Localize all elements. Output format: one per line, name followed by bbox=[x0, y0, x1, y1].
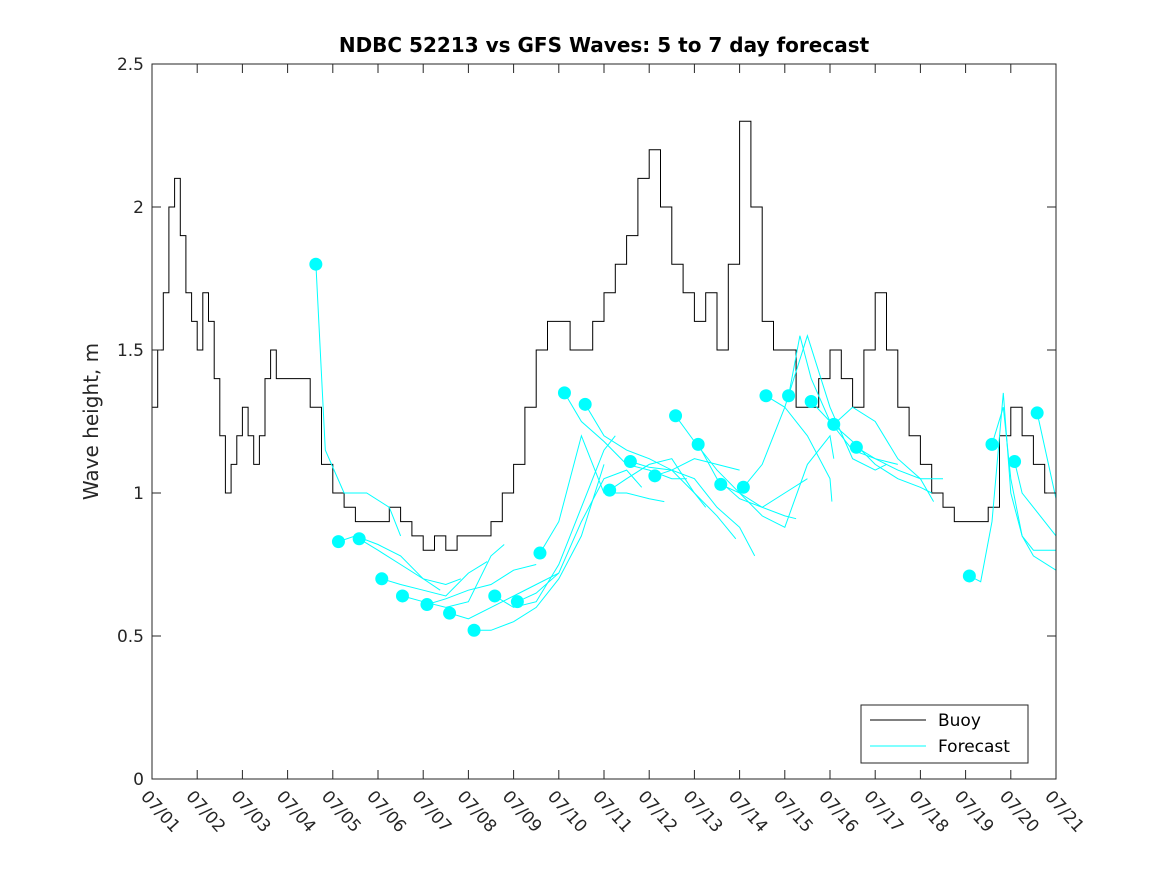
forecast-start-marker bbox=[331, 535, 345, 549]
forecast-run-line bbox=[474, 464, 605, 631]
forecast-run-line bbox=[991, 407, 1056, 571]
y-tick-label: 1 bbox=[133, 484, 144, 504]
legend: Buoy Forecast bbox=[860, 704, 1029, 764]
forecast-start-marker bbox=[395, 589, 409, 603]
forecast-start-marker bbox=[827, 417, 841, 431]
y-tick-label: 1.5 bbox=[117, 341, 144, 361]
forecast-start-marker bbox=[375, 572, 389, 586]
y-axis-label: Wave height, m bbox=[79, 343, 103, 500]
forecast-start-marker bbox=[467, 623, 481, 637]
forecast-start-marker bbox=[985, 437, 999, 451]
forecast-start-marker bbox=[1030, 406, 1044, 420]
forecast-start-marker bbox=[669, 409, 683, 423]
forecast-run-line bbox=[720, 434, 835, 529]
forecast-start-marker bbox=[488, 589, 502, 603]
forecast-run-line bbox=[856, 446, 943, 480]
y-tick-label: 2.5 bbox=[117, 55, 144, 75]
forecast-run-line bbox=[1014, 461, 1056, 537]
forecast-start-marker bbox=[804, 394, 818, 408]
forecast-run-line bbox=[402, 544, 505, 608]
forecast-run-line bbox=[630, 461, 756, 557]
forecast-start-marker bbox=[782, 389, 796, 403]
marker-layer bbox=[309, 257, 1044, 637]
forecast-run-line bbox=[358, 538, 462, 586]
forecast-start-marker bbox=[962, 569, 976, 583]
forecast-start-marker bbox=[623, 455, 637, 469]
forecast-start-marker bbox=[533, 546, 547, 560]
forecast-start-marker bbox=[603, 483, 617, 497]
forecast-run-line bbox=[654, 458, 740, 477]
chart-title: NDBC 52213 vs GFS Waves: 5 to 7 day fore… bbox=[339, 33, 870, 57]
forecast-run-line bbox=[609, 458, 737, 540]
forecast-run-line bbox=[1036, 412, 1056, 499]
forecast-run-line bbox=[697, 444, 808, 508]
y-tick-label: 0 bbox=[133, 770, 144, 790]
buoy-series-line bbox=[152, 120, 1056, 551]
forecast-run-line bbox=[833, 406, 935, 502]
forecast-start-marker bbox=[578, 397, 592, 411]
forecast-run-line bbox=[517, 469, 643, 603]
forecast-start-marker bbox=[691, 437, 705, 451]
forecast-start-marker bbox=[352, 532, 366, 546]
y-tick-label: 0.5 bbox=[117, 627, 144, 647]
forecast-run-line bbox=[315, 264, 402, 537]
y-axis: 0 0.5 1 1.5 2 2.5 bbox=[117, 55, 1056, 790]
legend-buoy-label: Buoy bbox=[938, 711, 981, 731]
legend-box bbox=[860, 704, 1029, 764]
forecast-run-line bbox=[381, 561, 488, 597]
series-layer bbox=[152, 120, 1056, 631]
forecast-start-marker bbox=[510, 595, 524, 609]
forecast-start-marker bbox=[443, 606, 457, 620]
forecast-start-marker bbox=[759, 389, 773, 403]
forecast-start-marker bbox=[736, 480, 750, 494]
forecast-start-marker bbox=[1008, 455, 1022, 469]
forecast-start-marker bbox=[714, 477, 728, 491]
forecast-start-marker bbox=[309, 257, 323, 271]
forecast-run-line bbox=[426, 564, 537, 605]
forecast-start-marker bbox=[849, 440, 863, 454]
y-tick-label: 2 bbox=[133, 198, 144, 218]
forecast-run-line bbox=[743, 406, 833, 502]
forecast-start-marker bbox=[557, 386, 571, 400]
forecast-run-line bbox=[338, 535, 441, 591]
forecast-run-line bbox=[449, 572, 560, 620]
legend-forecast-label: Forecast bbox=[938, 737, 1010, 757]
forecast-run-line bbox=[494, 435, 616, 608]
forecast-start-marker bbox=[420, 598, 434, 612]
forecast-run-line bbox=[765, 334, 887, 471]
forecast-start-marker bbox=[648, 469, 662, 483]
